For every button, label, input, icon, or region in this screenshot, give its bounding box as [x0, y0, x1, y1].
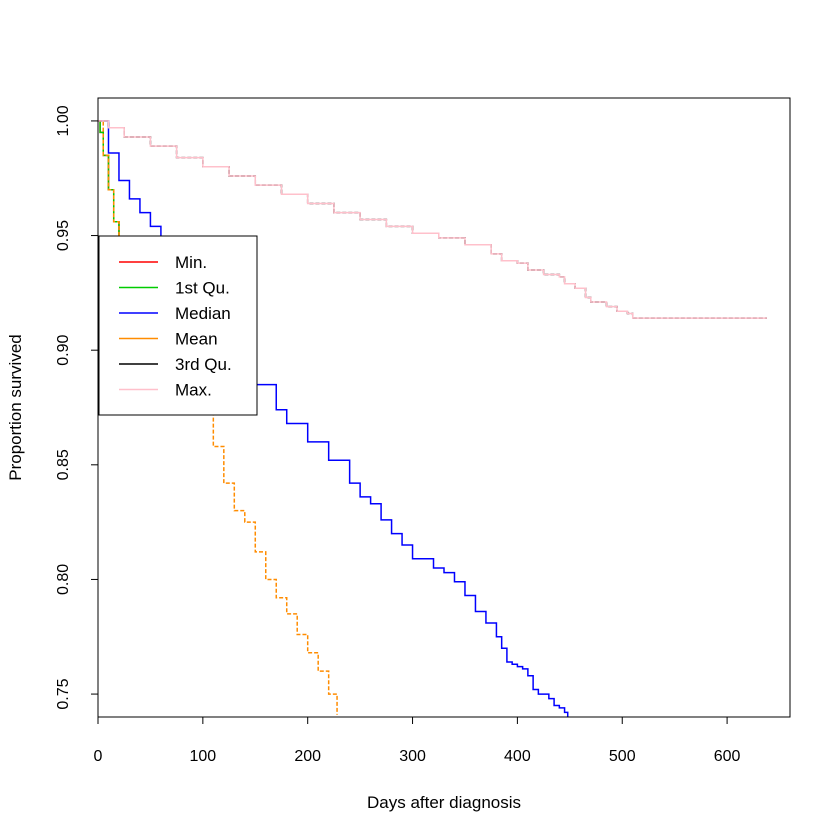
y-tick-label: 0.90	[55, 335, 72, 366]
x-axis-title: Days after diagnosis	[367, 793, 521, 812]
legend-label: 3rd Qu.	[175, 355, 232, 374]
legend-label: Max.	[175, 381, 212, 400]
legend-label: Min.	[175, 253, 207, 272]
plot-frame	[97, 97, 791, 718]
legend-box	[98, 235, 258, 416]
y-tick-label: 0.95	[55, 220, 72, 251]
legend-label: Median	[175, 304, 231, 323]
y-axis-title: Proportion survived	[6, 334, 25, 480]
x-tick-label: 500	[609, 748, 636, 765]
series-line-max	[98, 120, 767, 319]
x-tick-label: 300	[399, 748, 426, 765]
x-tick-label: 200	[294, 748, 321, 765]
y-tick-label: 0.85	[55, 449, 72, 480]
x-tick-label: 600	[714, 748, 741, 765]
x-tick-label: 100	[189, 748, 216, 765]
legend: Min. 1st Qu. Median Mean 3rd Qu. Max.	[98, 235, 258, 416]
y-tick-label: 1.00	[55, 105, 72, 136]
x-tick-label: 0	[94, 748, 103, 765]
x-axis: 0 100 200 300 400 500 600	[94, 717, 741, 765]
y-axis: 0.75 0.80 0.85 0.90 0.95 1.00	[55, 105, 98, 710]
y-tick-label: 0.75	[55, 678, 72, 709]
legend-label: 1st Qu.	[175, 279, 230, 298]
y-tick-label: 0.80	[55, 564, 72, 595]
x-tick-label: 400	[504, 748, 531, 765]
legend-label: Mean	[175, 330, 218, 349]
